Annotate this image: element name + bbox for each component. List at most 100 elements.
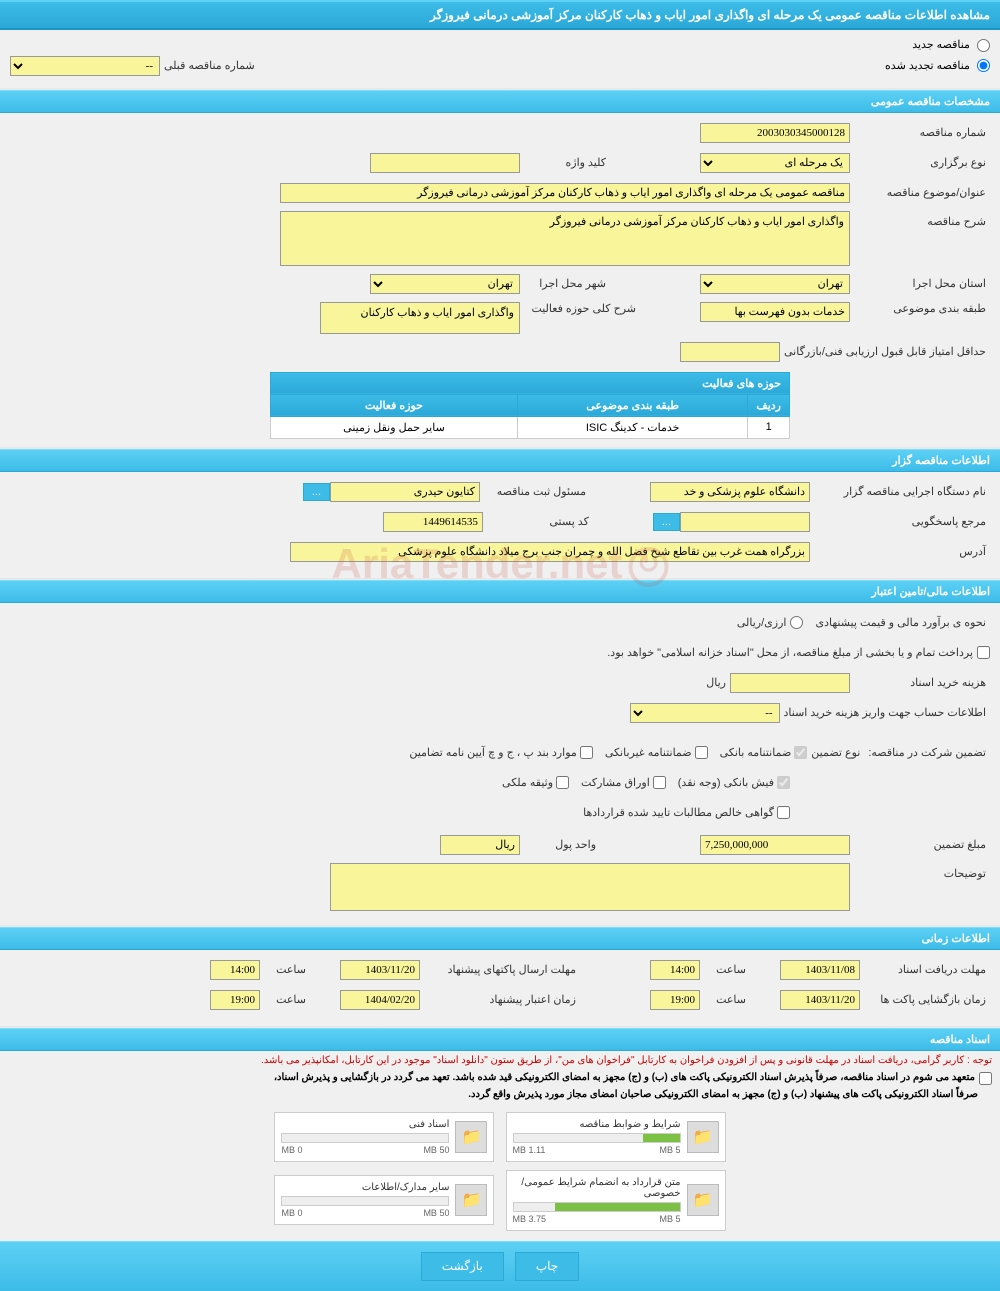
file-box-2[interactable]: 📁 اسناد فنی 50 MB0 MB xyxy=(274,1112,494,1162)
docs-note1: توجه : کاربر گرامی، دریافت اسناد در مهلت… xyxy=(0,1051,1000,1070)
currency-radio[interactable] xyxy=(790,616,803,629)
keyword-label: کلید واژه xyxy=(520,156,610,169)
org-input[interactable] xyxy=(650,482,810,502)
file-box-3[interactable]: 📁 متن قرارداد به انضمام شرایط عمومی/خصوص… xyxy=(506,1170,726,1231)
file-box-1[interactable]: 📁 شرایط و ضوابط مناقصه 5 MB1.11 MB xyxy=(506,1112,726,1162)
ref-input[interactable] xyxy=(680,512,810,532)
row1-num: 1 xyxy=(748,416,790,438)
cb-articles[interactable] xyxy=(580,746,593,759)
file-box-4[interactable]: 📁 سایر مدارک/اطلاعات 50 MB0 MB xyxy=(274,1175,494,1225)
file1-total: 5 MB xyxy=(660,1145,681,1155)
number-label: شماره مناقصه xyxy=(850,126,990,139)
file4-total: 50 MB xyxy=(423,1208,449,1218)
cb-cert-label: گواهی خالص مطالبات تایید شده قراردادها xyxy=(583,806,790,819)
cb-bank[interactable] xyxy=(794,746,807,759)
cb-property[interactable] xyxy=(556,776,569,789)
doc-cost-input[interactable] xyxy=(730,673,850,693)
col-activity: حوزه فعالیت xyxy=(271,394,518,416)
docs-note3: صرفاً اسناد الکترونیکی پاکت های پیشنهاد … xyxy=(0,1087,1000,1102)
notes-textarea[interactable] xyxy=(330,863,850,911)
account-label: اطلاعات حساب جهت واریز هزینه خرید اسناد xyxy=(780,706,990,719)
more-button[interactable]: ... xyxy=(303,483,330,501)
amount-input[interactable] xyxy=(700,835,850,855)
commit-checkbox[interactable] xyxy=(979,1072,992,1085)
general-content: شماره مناقصه نوع برگزاری یک مرحله ای کلی… xyxy=(0,113,1000,447)
postal-label: کد پستی xyxy=(483,515,593,528)
section-organizer: اطلاعات مناقصه گزار xyxy=(0,449,1000,472)
receive-time[interactable] xyxy=(650,960,700,980)
province-label: استان محل اجرا xyxy=(850,277,990,290)
send-date[interactable] xyxy=(340,960,420,980)
category-input[interactable] xyxy=(700,302,850,322)
validity-time-label: ساعت xyxy=(260,993,310,1006)
prev-number-label: شماره مناقصه قبلی xyxy=(160,59,259,72)
activity-scope-textarea[interactable]: واگذاری امور ایاب و ذهاب کارکنان xyxy=(320,302,520,334)
address-input[interactable] xyxy=(290,542,810,562)
send-label: مهلت ارسال پاکتهای پیشنهاد xyxy=(420,963,580,976)
account-select[interactable]: -- xyxy=(630,703,780,723)
type-select[interactable]: یک مرحله ای xyxy=(700,153,850,173)
organizer-content: نام دستگاه اجرایی مناقصه گزار مسئول ثبت … xyxy=(0,472,1000,578)
number-input[interactable] xyxy=(700,123,850,143)
activity-table-title: حوزه های فعالیت xyxy=(271,372,790,394)
file2-total: 50 MB xyxy=(423,1145,449,1155)
keyword-input[interactable] xyxy=(370,153,520,173)
notes-label: توضیحات xyxy=(850,863,990,880)
desc-label: شرح مناقصه xyxy=(850,211,990,228)
cb-bonds-label: اوراق مشارکت xyxy=(581,776,666,789)
guarantee-label: تضمین شرکت در مناقصه: xyxy=(864,746,990,759)
cb-nonbank-label: ضمانتنامه غیربانکی xyxy=(605,746,708,759)
docs-content: توجه : کاربر گرامی، دریافت اسناد در مهلت… xyxy=(0,1051,1000,1241)
validity-date[interactable] xyxy=(340,990,420,1010)
postal-input[interactable] xyxy=(383,512,483,532)
folder-icon: 📁 xyxy=(455,1121,487,1153)
file1-used: 1.11 MB xyxy=(513,1145,546,1155)
category-label: طبقه بندی موضوعی xyxy=(850,302,990,315)
prev-number-select[interactable]: -- xyxy=(10,56,160,76)
radio-renewed[interactable] xyxy=(977,59,990,72)
estimate-label: نحوه ی برآورد مالی و قیمت پیشنهادی xyxy=(811,616,990,629)
financial-content: نحوه ی برآورد مالی و قیمت پیشنهادی ارزی/… xyxy=(0,603,1000,925)
treasury-note: پرداخت تمام و یا بخشی از مبلغ مناقصه، از… xyxy=(603,646,977,659)
receive-time-label: ساعت xyxy=(700,963,750,976)
send-time[interactable] xyxy=(210,960,260,980)
validity-label: زمان اعتبار پیشنهاد xyxy=(420,993,580,1006)
col-category: طبقه بندی موضوعی xyxy=(517,394,747,416)
section-financial: اطلاعات مالی/تامین اعتبار xyxy=(0,580,1000,603)
activity-scope-label: شرح کلی حوزه فعالیت xyxy=(520,302,640,315)
file1-bar xyxy=(643,1134,680,1142)
cb-nonbank[interactable] xyxy=(695,746,708,759)
radio-renewed-label: مناقصه تجدید شده xyxy=(885,60,970,72)
min-score-input[interactable] xyxy=(680,342,780,362)
radio-new[interactable] xyxy=(977,39,990,52)
open-time-label: ساعت xyxy=(700,993,750,1006)
file2-name: اسناد فنی xyxy=(281,1119,449,1130)
cb-cash[interactable] xyxy=(777,776,790,789)
validity-time[interactable] xyxy=(210,990,260,1010)
docs-note2: متعهد می شوم در اسناد مناقصه، صرفاً پذیر… xyxy=(274,1072,975,1085)
open-date[interactable] xyxy=(780,990,860,1010)
cb-bonds[interactable] xyxy=(653,776,666,789)
treasury-checkbox[interactable] xyxy=(977,646,990,659)
folder-icon: 📁 xyxy=(687,1121,719,1153)
back-button[interactable]: بازگشت xyxy=(421,1252,504,1281)
file3-total: 5 MB xyxy=(660,1214,681,1224)
amount-label: مبلغ تضمین xyxy=(850,838,990,851)
print-button[interactable]: چاپ xyxy=(515,1252,579,1281)
file3-used: 3.75 MB xyxy=(513,1214,547,1224)
send-time-label: ساعت xyxy=(260,963,310,976)
ref-more-button[interactable]: ... xyxy=(653,513,680,531)
unit-input[interactable] xyxy=(440,835,520,855)
guarantee-type-label: نوع تضمین xyxy=(807,746,864,759)
subject-input[interactable] xyxy=(280,183,850,203)
desc-textarea[interactable]: واگذاری امور ایاب و ذهاب کارکنان مرکز آم… xyxy=(280,211,850,266)
file3-name: متن قرارداد به انضمام شرایط عمومی/خصوصی xyxy=(513,1177,681,1199)
city-select[interactable]: تهران xyxy=(370,274,520,294)
open-time[interactable] xyxy=(650,990,700,1010)
receive-date[interactable] xyxy=(780,960,860,980)
province-select[interactable]: تهران xyxy=(700,274,850,294)
reg-input[interactable] xyxy=(330,482,480,502)
row1-act: سایر حمل ونقل زمینی xyxy=(271,416,518,438)
timing-content: مهلت دریافت اسناد ساعت مهلت ارسال پاکتها… xyxy=(0,950,1000,1026)
cb-cert[interactable] xyxy=(777,806,790,819)
